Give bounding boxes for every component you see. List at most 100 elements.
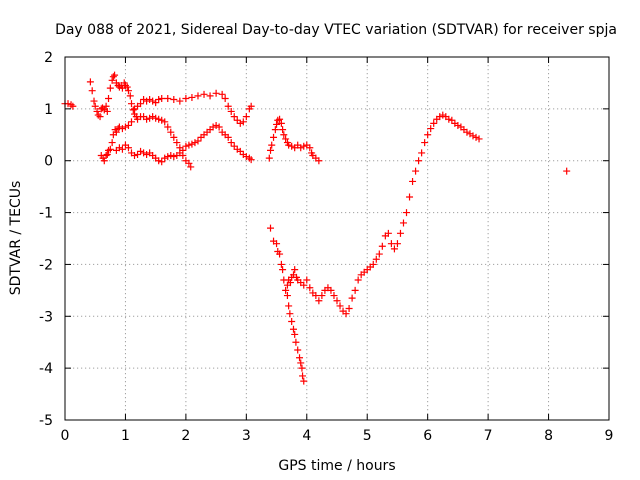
data-point — [354, 276, 362, 284]
data-point — [267, 224, 275, 232]
data-point — [298, 364, 306, 372]
data-point — [280, 131, 288, 139]
data-point — [152, 114, 160, 122]
data-point — [218, 90, 226, 98]
data-point — [158, 158, 166, 166]
data-point — [303, 276, 311, 284]
x-tick-label: 9 — [605, 428, 614, 444]
data-point — [306, 284, 314, 292]
data-point — [409, 177, 417, 185]
data-point — [236, 119, 244, 127]
data-point — [403, 209, 411, 217]
data-point — [167, 128, 175, 136]
data-point — [412, 167, 420, 175]
data-point — [454, 121, 462, 129]
data-point — [137, 147, 145, 155]
data-point — [221, 94, 229, 102]
data-point — [297, 359, 305, 367]
y-tick-label: -5 — [39, 413, 53, 429]
data-point — [300, 142, 308, 150]
data-point — [90, 97, 98, 105]
data-point — [155, 157, 163, 165]
data-point — [146, 96, 154, 104]
data-point — [267, 146, 275, 154]
chart-title: Day 088 of 2021, Sidereal Day-to-day VTE… — [55, 22, 617, 38]
data-point — [224, 102, 232, 110]
data-point — [212, 121, 220, 129]
data-point — [463, 128, 471, 136]
data-point — [191, 139, 199, 147]
y-tick-label: -3 — [39, 309, 53, 325]
data-point — [115, 144, 123, 152]
data-point — [292, 338, 300, 346]
data-point — [106, 145, 114, 153]
data-point — [270, 133, 278, 141]
data-point — [143, 150, 151, 158]
data-point — [126, 92, 134, 100]
data-point — [227, 107, 235, 115]
data-point — [242, 153, 250, 161]
data-point — [282, 135, 290, 143]
data-point — [105, 94, 113, 102]
data-point — [155, 115, 163, 123]
data-point — [108, 139, 116, 147]
data-point — [421, 139, 429, 147]
data-point — [127, 100, 135, 108]
data-point — [123, 83, 131, 91]
data-point — [439, 111, 447, 119]
data-point — [188, 93, 196, 101]
data-point — [194, 92, 202, 100]
x-tick-label: 1 — [121, 428, 130, 444]
x-tick-label: 2 — [181, 428, 190, 444]
data-point — [170, 96, 178, 104]
data-point — [436, 113, 444, 121]
data-point — [129, 106, 137, 114]
data-point — [185, 141, 193, 149]
data-point — [239, 118, 247, 126]
data-point — [286, 279, 294, 287]
data-point — [289, 325, 297, 333]
data-point — [124, 144, 132, 152]
data-point — [315, 157, 323, 165]
data-point — [230, 142, 238, 150]
data-point — [155, 96, 163, 104]
data-point — [306, 144, 314, 152]
data-point — [140, 149, 148, 157]
data-point — [112, 128, 120, 136]
data-point — [448, 116, 456, 124]
data-point — [91, 102, 99, 110]
data-point — [288, 317, 296, 325]
data-point — [143, 115, 151, 123]
data-point — [297, 144, 305, 152]
data-point — [146, 114, 154, 122]
data-point — [224, 133, 232, 141]
data-point — [327, 286, 335, 294]
data-point — [167, 152, 175, 160]
data-point — [273, 240, 281, 248]
x-tick-label: 7 — [484, 428, 493, 444]
y-tick-label: 2 — [44, 50, 53, 66]
data-point — [200, 90, 208, 98]
series-arc-6 — [267, 111, 483, 318]
data-point — [118, 145, 126, 153]
data-point — [103, 107, 111, 115]
data-point — [390, 245, 398, 253]
data-point — [399, 219, 407, 227]
data-point — [285, 302, 293, 310]
y-tick-label: 0 — [44, 154, 53, 170]
data-point — [88, 87, 96, 95]
data-point — [111, 71, 119, 79]
data-point — [469, 132, 477, 140]
data-point — [294, 346, 302, 354]
data-point — [475, 135, 483, 143]
data-point — [164, 153, 172, 161]
data-point — [372, 255, 380, 263]
data-point — [424, 131, 432, 139]
data-point — [312, 292, 320, 300]
axis-ticks — [64, 56, 610, 421]
data-point — [164, 123, 172, 131]
data-point — [170, 153, 178, 161]
data-point — [140, 96, 148, 104]
y-tick-label: -1 — [39, 206, 53, 222]
